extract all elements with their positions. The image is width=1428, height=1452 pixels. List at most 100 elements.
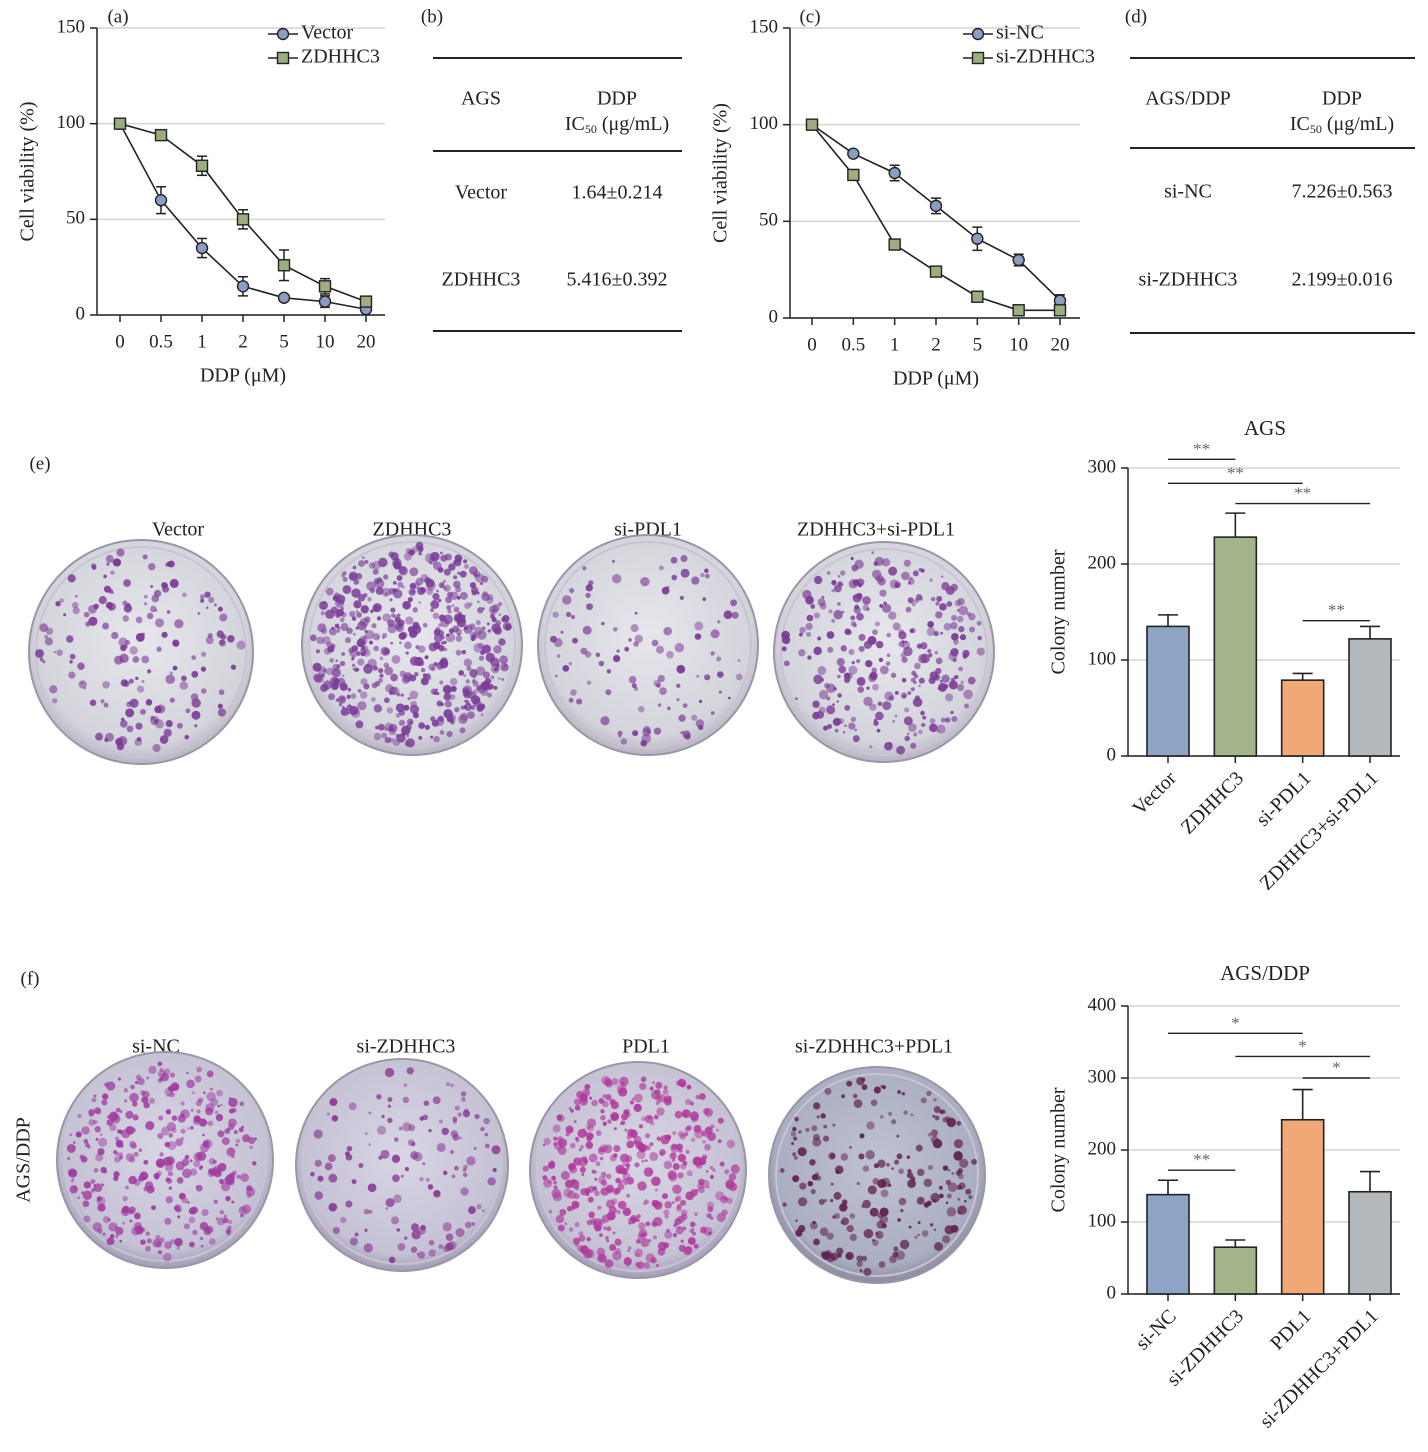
colony [569, 1227, 574, 1232]
colony [83, 1215, 91, 1223]
colony [217, 606, 223, 612]
colony [465, 699, 470, 704]
colony [399, 641, 402, 645]
colony [192, 1118, 201, 1126]
colony [942, 1235, 950, 1244]
colony [357, 701, 367, 711]
colony [619, 1076, 629, 1087]
colony [393, 614, 398, 619]
colony [592, 1219, 596, 1223]
colony [357, 621, 367, 631]
colony [933, 1098, 937, 1102]
colony [679, 595, 684, 600]
colony [674, 642, 685, 653]
colony [710, 629, 720, 639]
colony [811, 1125, 818, 1132]
colony [964, 703, 969, 709]
colony [869, 745, 873, 749]
colony [200, 1244, 204, 1248]
colony [647, 1116, 652, 1120]
colony [574, 1221, 580, 1228]
colony [565, 611, 572, 618]
colony [113, 1171, 120, 1178]
panel-label: (c) [799, 6, 820, 27]
colony [236, 1174, 241, 1179]
colony [445, 1233, 454, 1241]
colony [470, 705, 476, 710]
colony [430, 735, 434, 739]
colony [926, 627, 936, 636]
colony [951, 633, 959, 641]
colony [616, 649, 620, 653]
colony [409, 721, 413, 725]
colony [680, 1239, 684, 1243]
colony [573, 1098, 581, 1106]
colony [629, 1100, 635, 1105]
colony [702, 1140, 706, 1144]
colony [186, 1071, 189, 1075]
colony [605, 1094, 612, 1101]
colony [586, 1118, 597, 1128]
colony [559, 1208, 567, 1216]
colony [453, 606, 460, 613]
colony [634, 611, 638, 615]
dish-rim [775, 1073, 979, 1277]
colony [930, 1129, 939, 1137]
colony [718, 690, 722, 694]
colony [165, 1109, 172, 1115]
colony [807, 655, 812, 660]
colony [710, 651, 715, 656]
colony [167, 560, 175, 568]
colony [498, 613, 502, 617]
colony [359, 649, 363, 652]
colony [166, 1122, 176, 1132]
colony [473, 643, 483, 653]
table-header: DDP [1322, 88, 1362, 110]
colony [422, 622, 428, 628]
colony [585, 1141, 594, 1149]
colony [735, 673, 743, 681]
colony [155, 1234, 161, 1241]
y-tick-label: 100 [1088, 648, 1117, 669]
dish [537, 534, 759, 756]
colony [368, 1209, 373, 1214]
colony [108, 602, 117, 611]
colony [460, 1187, 469, 1196]
colony [353, 600, 362, 609]
colony [459, 570, 467, 578]
colony [903, 559, 911, 567]
colony [163, 1252, 172, 1262]
colony [805, 622, 813, 631]
marker [888, 166, 901, 180]
culture-dish [295, 1058, 509, 1272]
colony [453, 580, 461, 589]
colony [146, 612, 154, 620]
colony [392, 1194, 402, 1204]
colony [453, 560, 457, 565]
colony [840, 1153, 849, 1161]
x-tick-label: 2 [931, 334, 941, 355]
colony [424, 577, 431, 584]
colony [685, 1098, 692, 1105]
colony [798, 632, 803, 637]
colony [463, 703, 472, 711]
colony [145, 1121, 155, 1131]
colony [945, 586, 955, 595]
colony [143, 1186, 149, 1192]
colony [616, 1209, 621, 1215]
colony [649, 1086, 654, 1091]
colony [356, 638, 366, 648]
colony [597, 1205, 602, 1210]
colony [435, 627, 441, 633]
colony [892, 622, 901, 631]
colony [602, 1121, 607, 1126]
colony [879, 665, 889, 675]
y-tick-label: 100 [57, 112, 86, 133]
colony [960, 680, 964, 684]
colony [122, 1221, 126, 1225]
colony [928, 653, 933, 658]
colony [174, 1237, 183, 1247]
colony [491, 1145, 501, 1155]
colony [656, 683, 661, 688]
colony [956, 684, 965, 692]
